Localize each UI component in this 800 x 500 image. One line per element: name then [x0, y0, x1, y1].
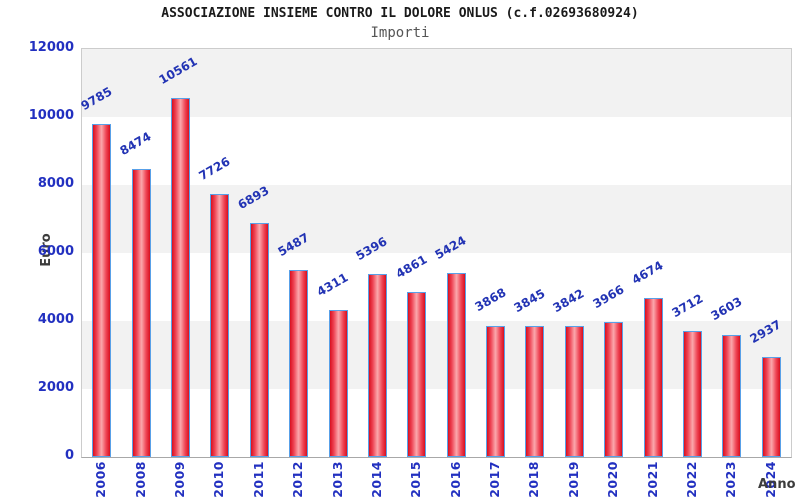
- x-tick-label: 2008: [132, 461, 148, 498]
- grid-band: [82, 321, 791, 389]
- x-tick-label: 2013: [329, 461, 345, 498]
- bar-2015: [407, 291, 427, 457]
- grid-band: [82, 117, 791, 185]
- x-axis-label: Anno: [758, 477, 796, 492]
- bar-2012: [289, 270, 309, 457]
- bar-2022: [683, 330, 703, 457]
- bar-2006: [92, 124, 112, 457]
- y-tick-12000: 12000: [28, 40, 74, 55]
- x-tick-2015: 2015: [396, 461, 435, 500]
- x-tick-2018: 2018: [514, 461, 553, 500]
- y-tick-2000: 2000: [37, 380, 74, 395]
- x-tick-2006: 2006: [81, 461, 120, 500]
- x-tick-label: 2014: [368, 461, 384, 498]
- x-tick-label: 2011: [250, 461, 266, 498]
- x-tick-label: 2018: [526, 461, 542, 498]
- bar-2010: [210, 194, 230, 457]
- bar-2013: [328, 310, 348, 457]
- x-tick-2009: 2009: [160, 461, 199, 500]
- grid-band: [82, 49, 791, 117]
- x-tick-label: 2019: [565, 461, 581, 498]
- bar-2019: [564, 326, 584, 457]
- x-tick-2019: 2019: [554, 461, 593, 500]
- bar-2011: [249, 222, 269, 457]
- bar-2023: [722, 334, 742, 457]
- x-tick-label: 2016: [447, 461, 463, 498]
- x-tick-label: 2010: [211, 461, 227, 498]
- bar-2014: [367, 273, 387, 457]
- bar-2018: [525, 326, 545, 457]
- bar-2017: [486, 325, 506, 457]
- x-tick-label: 2015: [408, 461, 424, 498]
- x-tick-2020: 2020: [593, 461, 632, 500]
- bar-2009: [170, 97, 190, 457]
- x-tick-2017: 2017: [475, 461, 514, 500]
- x-tick-2013: 2013: [317, 461, 356, 500]
- x-tick-2011: 2011: [239, 461, 278, 500]
- x-tick-label: 2017: [487, 461, 503, 498]
- bar-2016: [446, 272, 466, 457]
- x-tick-label: 2006: [93, 461, 109, 498]
- x-tick-2021: 2021: [632, 461, 671, 500]
- x-tick-label: 2020: [605, 461, 621, 498]
- bar-2021: [643, 298, 663, 457]
- x-tick-2023: 2023: [711, 461, 750, 500]
- x-tick-label: 2012: [290, 461, 306, 498]
- x-tick-2008: 2008: [120, 461, 159, 500]
- bar-2020: [604, 322, 624, 457]
- grid-band: [82, 253, 791, 321]
- chart-subtitle: Importi: [370, 25, 430, 41]
- y-tick-10000: 10000: [28, 108, 74, 123]
- x-tick-label: 2009: [171, 461, 187, 498]
- y-tick-0: 0: [64, 448, 74, 463]
- bar-2008: [131, 168, 151, 457]
- y-tick-8000: 8000: [37, 176, 74, 191]
- x-tick-label: 2023: [723, 461, 739, 498]
- x-tick-2016: 2016: [436, 461, 475, 500]
- x-tick-2022: 2022: [672, 461, 711, 500]
- x-tick-2010: 2010: [199, 461, 238, 500]
- chart-title: ASSOCIAZIONE INSIEME CONTRO IL DOLORE ON…: [161, 6, 639, 21]
- x-tick-label: 2022: [684, 461, 700, 498]
- x-tick-2014: 2014: [357, 461, 396, 500]
- plot-area: 9785 8474 10561 7726 6893 5487 4311 5396 4861 542…: [78, 48, 792, 458]
- bar-2024: [761, 357, 781, 457]
- y-tick-6000: 6000: [37, 244, 74, 259]
- y-tick-4000: 4000: [37, 312, 74, 327]
- x-tick-2012: 2012: [278, 461, 317, 500]
- grid-band: [82, 185, 791, 253]
- x-tick-label: 2021: [644, 461, 660, 498]
- grid-band: [82, 389, 791, 457]
